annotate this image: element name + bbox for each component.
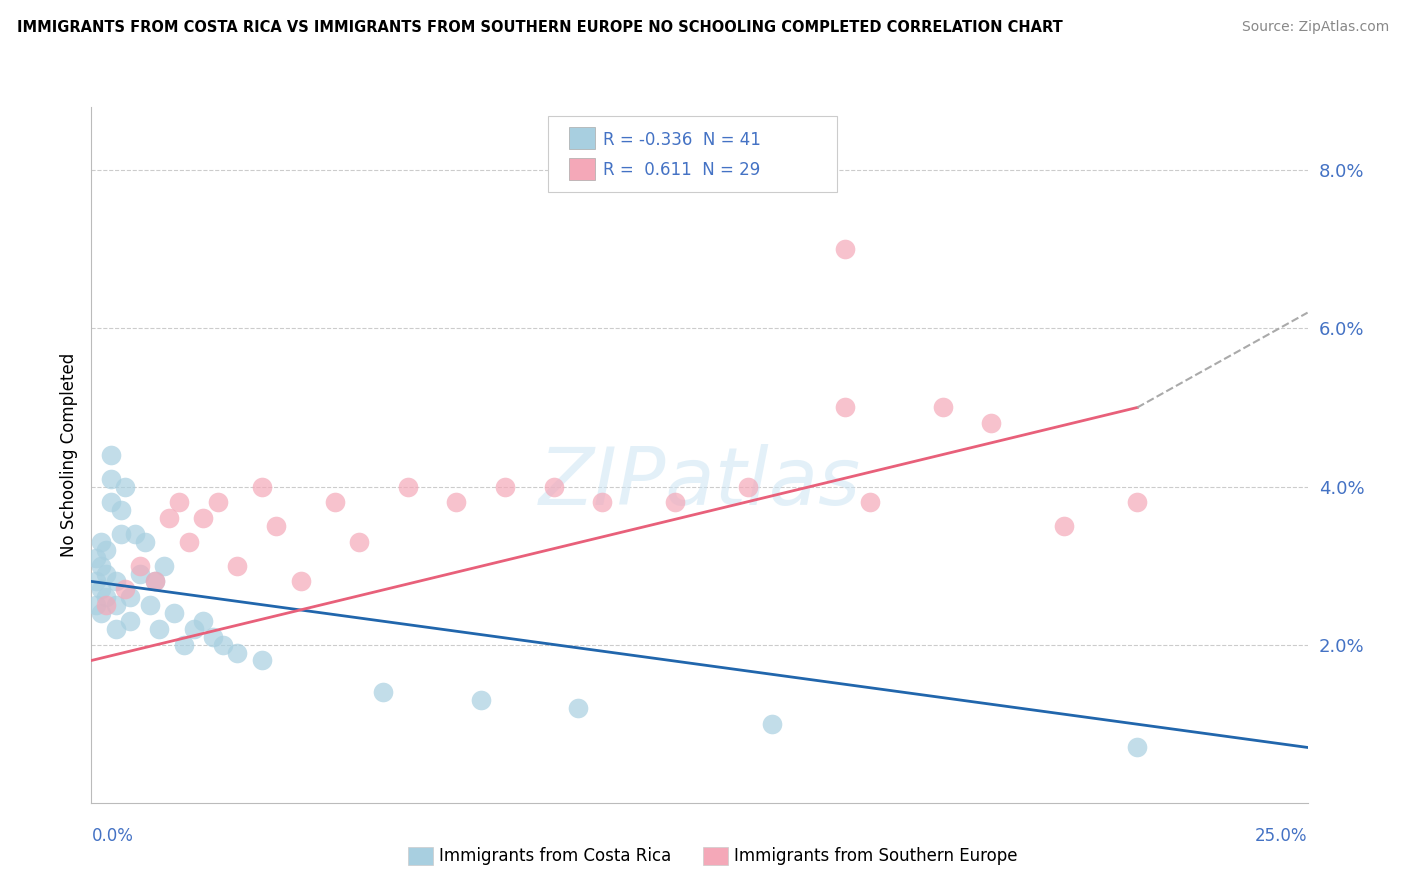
Point <box>94 598 117 612</box>
Point <box>211 638 233 652</box>
Point <box>193 511 215 525</box>
Point <box>120 591 142 605</box>
Point <box>167 495 190 509</box>
Point <box>94 566 117 581</box>
Point <box>100 495 122 509</box>
Point <box>250 479 273 493</box>
Point <box>207 495 229 509</box>
Point <box>94 591 117 605</box>
Point <box>157 511 180 525</box>
Point <box>84 574 107 589</box>
Point <box>177 534 200 549</box>
Point <box>104 598 127 612</box>
Point <box>143 574 166 589</box>
Point <box>226 646 249 660</box>
Point <box>373 685 395 699</box>
Point <box>163 606 186 620</box>
Point <box>834 243 856 257</box>
Point <box>323 495 346 509</box>
Point <box>264 519 287 533</box>
Point <box>84 550 107 565</box>
Text: Immigrants from Southern Europe: Immigrants from Southern Europe <box>734 847 1018 865</box>
Text: R = -0.336  N = 41: R = -0.336 N = 41 <box>603 131 761 149</box>
Point <box>90 606 112 620</box>
Point <box>139 598 162 612</box>
Point <box>290 574 312 589</box>
Point <box>834 401 856 415</box>
Point <box>173 638 195 652</box>
Point <box>104 574 127 589</box>
Point <box>114 479 136 493</box>
Text: Immigrants from Costa Rica: Immigrants from Costa Rica <box>439 847 671 865</box>
Y-axis label: No Schooling Completed: No Schooling Completed <box>59 353 77 557</box>
Text: IMMIGRANTS FROM COSTA RICA VS IMMIGRANTS FROM SOUTHERN EUROPE NO SCHOOLING COMPL: IMMIGRANTS FROM COSTA RICA VS IMMIGRANTS… <box>17 20 1063 35</box>
Point <box>470 693 492 707</box>
Point <box>143 574 166 589</box>
Point <box>153 558 176 573</box>
Point <box>120 614 142 628</box>
Point <box>1053 519 1076 533</box>
Text: ZIPatlas: ZIPatlas <box>538 443 860 522</box>
Point <box>444 495 467 509</box>
Point <box>134 534 156 549</box>
Point <box>567 701 589 715</box>
Text: 0.0%: 0.0% <box>91 827 134 845</box>
Point <box>347 534 370 549</box>
Point <box>543 479 565 493</box>
Point <box>90 582 112 597</box>
Point <box>931 401 953 415</box>
Point <box>859 495 882 509</box>
Point <box>226 558 249 573</box>
Point <box>84 598 107 612</box>
Point <box>100 448 122 462</box>
Point <box>90 534 112 549</box>
Text: 25.0%: 25.0% <box>1256 827 1308 845</box>
Point <box>250 653 273 667</box>
Point <box>980 417 1002 431</box>
Text: R =  0.611  N = 29: R = 0.611 N = 29 <box>603 161 761 179</box>
Point <box>94 542 117 557</box>
Point <box>1126 495 1149 509</box>
Point <box>494 479 516 493</box>
Point <box>761 716 783 731</box>
Point <box>90 558 112 573</box>
Point <box>591 495 613 509</box>
Point <box>100 472 122 486</box>
Point <box>202 630 225 644</box>
Point <box>396 479 419 493</box>
Point <box>124 527 146 541</box>
Point <box>1126 740 1149 755</box>
Point <box>183 622 205 636</box>
Point <box>737 479 759 493</box>
Point <box>110 527 132 541</box>
Point <box>129 566 152 581</box>
Point <box>148 622 170 636</box>
Point <box>129 558 152 573</box>
Point <box>104 622 127 636</box>
Point <box>193 614 215 628</box>
Point <box>110 503 132 517</box>
Point <box>664 495 686 509</box>
Text: Source: ZipAtlas.com: Source: ZipAtlas.com <box>1241 20 1389 34</box>
Point <box>114 582 136 597</box>
